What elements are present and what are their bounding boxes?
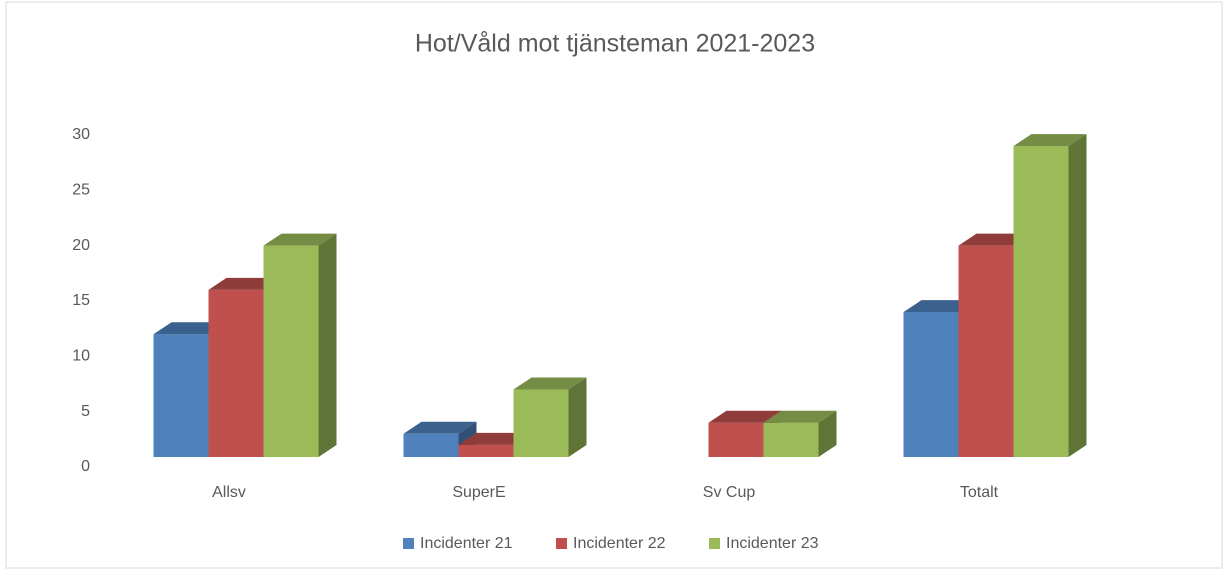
bar-front <box>153 334 209 457</box>
bar-front <box>1013 146 1069 458</box>
y-tick-label: 25 <box>72 182 90 199</box>
y-tick-label: 0 <box>81 458 90 475</box>
bar-top <box>903 300 977 313</box>
bar-front <box>403 433 459 457</box>
bar-front <box>458 444 514 457</box>
bar-top <box>208 277 282 290</box>
x-tick-label: SuperE <box>452 484 505 501</box>
bar-top <box>153 322 227 335</box>
bar-top <box>263 233 337 246</box>
bar-top <box>958 233 1032 246</box>
bar-top <box>763 410 837 423</box>
legend-label: Incidenter 22 <box>573 535 666 552</box>
legend-swatch <box>709 538 720 549</box>
bar-front <box>513 389 569 457</box>
bar <box>1013 134 1087 458</box>
bar-top <box>513 377 587 390</box>
bar <box>513 377 587 457</box>
legend-label: Incidenter 21 <box>420 535 513 552</box>
bar-side <box>568 377 587 457</box>
bar-front <box>208 289 264 457</box>
bar-top <box>708 410 782 423</box>
y-tick-label: 20 <box>72 237 90 254</box>
bar-top <box>1013 134 1087 147</box>
legend-swatch <box>556 538 567 549</box>
bar-front <box>903 312 959 457</box>
y-tick-label: 5 <box>81 403 90 420</box>
x-tick-label: Sv Cup <box>703 484 756 501</box>
bar-top <box>403 421 477 434</box>
bar <box>263 233 337 457</box>
y-tick-label: 10 <box>72 348 90 365</box>
y-tick-label: 30 <box>72 126 90 143</box>
legend-label: Incidenter 23 <box>726 535 819 552</box>
bar-front <box>763 422 819 457</box>
legend-swatch <box>403 538 414 549</box>
y-tick-label: 15 <box>72 292 90 309</box>
chart-title: Hot/Våld mot tjänsteman 2021-2023 <box>415 30 815 58</box>
x-tick-label: Allsv <box>212 484 246 501</box>
bar <box>763 410 837 457</box>
bar-front <box>708 422 764 457</box>
bar-side <box>818 410 837 457</box>
bar-side <box>318 233 337 457</box>
x-tick-label: Totalt <box>960 484 999 501</box>
bar-front <box>958 245 1014 457</box>
bar-top <box>458 432 532 445</box>
bar-side <box>1068 134 1087 458</box>
bar-front <box>263 245 319 457</box>
